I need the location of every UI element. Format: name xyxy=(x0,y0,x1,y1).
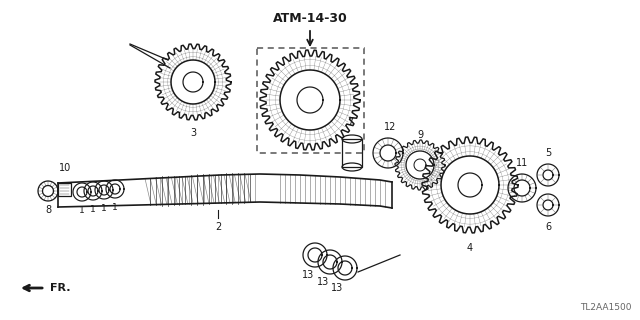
Text: 10: 10 xyxy=(59,163,71,173)
Text: 13: 13 xyxy=(317,277,329,287)
Bar xyxy=(257,48,364,153)
Text: 6: 6 xyxy=(545,222,551,232)
Text: 12: 12 xyxy=(384,122,396,132)
Text: 8: 8 xyxy=(45,205,51,215)
Text: 11: 11 xyxy=(516,158,528,168)
Text: 1: 1 xyxy=(79,206,85,215)
Text: 5: 5 xyxy=(545,148,551,158)
Text: FR.: FR. xyxy=(50,283,70,293)
Text: TL2AA1500: TL2AA1500 xyxy=(580,303,632,312)
Bar xyxy=(342,139,362,167)
Bar xyxy=(58,183,71,196)
Text: 13: 13 xyxy=(302,270,314,280)
Text: 4: 4 xyxy=(467,243,473,253)
Text: 1: 1 xyxy=(90,205,96,214)
Text: ATM-14-30: ATM-14-30 xyxy=(273,12,348,25)
Text: 13: 13 xyxy=(331,283,343,293)
Text: 1: 1 xyxy=(112,203,118,212)
Text: 2: 2 xyxy=(215,222,221,232)
Text: 9: 9 xyxy=(417,130,423,140)
Text: 3: 3 xyxy=(190,128,196,138)
Text: 1: 1 xyxy=(101,204,107,213)
Text: 7: 7 xyxy=(347,117,353,127)
